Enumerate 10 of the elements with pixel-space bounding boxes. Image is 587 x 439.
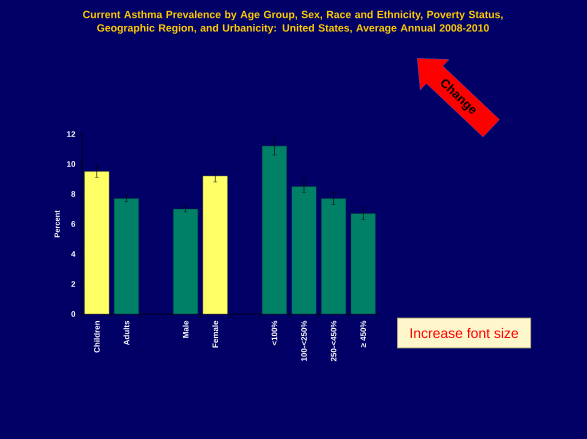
chart-title: Current Asthma Prevalence by Age Group, Sex, Race and Ethnicity, Poverty Status, Geographic Region, and Urbanicity: United States, Average Annual 2008-2010 <box>83 10 503 34</box>
bar <box>350 213 376 314</box>
bar <box>292 186 316 314</box>
bar <box>114 198 139 314</box>
text: Increase font size <box>410 328 518 338</box>
bar <box>262 146 287 314</box>
bar <box>202 176 228 314</box>
bar <box>84 171 110 314</box>
bar <box>173 208 198 314</box>
bar <box>321 198 346 314</box>
